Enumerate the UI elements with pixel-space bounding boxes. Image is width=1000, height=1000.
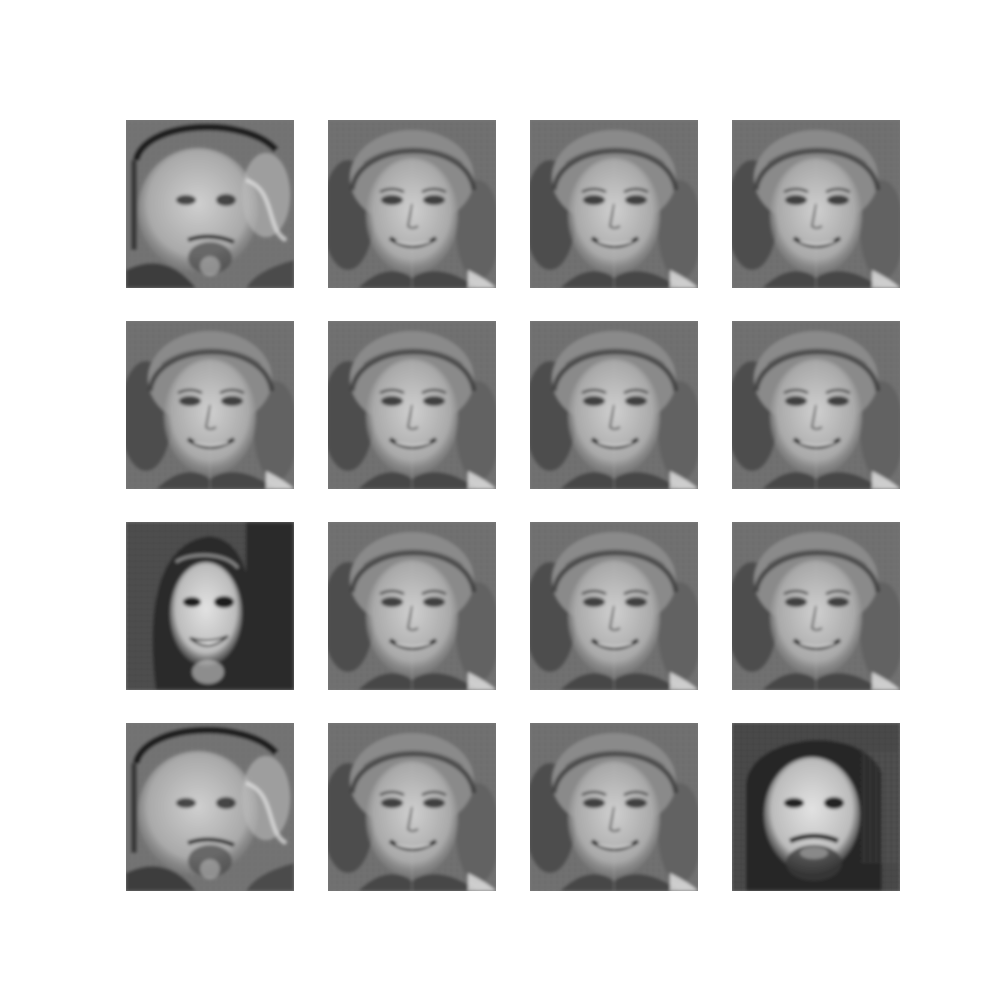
face-image-r4-c2 — [328, 723, 496, 891]
face-image-r2-c3 — [530, 321, 698, 489]
face-image-r4-c3 — [530, 723, 698, 891]
face-image-r1-c3 — [530, 120, 698, 288]
face-image-r1-c2 — [328, 120, 496, 288]
face-image-r1-c4 — [732, 120, 900, 288]
face-image-r4-c1 — [126, 723, 294, 891]
face-image-r3-c4 — [732, 522, 900, 690]
face-image-r1-c1 — [126, 120, 294, 288]
face-image-r3-c2 — [328, 522, 496, 690]
face-image-r2-c4 — [732, 321, 900, 489]
face-image-r4-c4 — [732, 723, 900, 891]
face-image-r2-c1 — [126, 321, 294, 489]
face-image-r3-c1 — [126, 522, 294, 690]
face-image-r2-c2 — [328, 321, 496, 489]
face-image-r3-c3 — [530, 522, 698, 690]
